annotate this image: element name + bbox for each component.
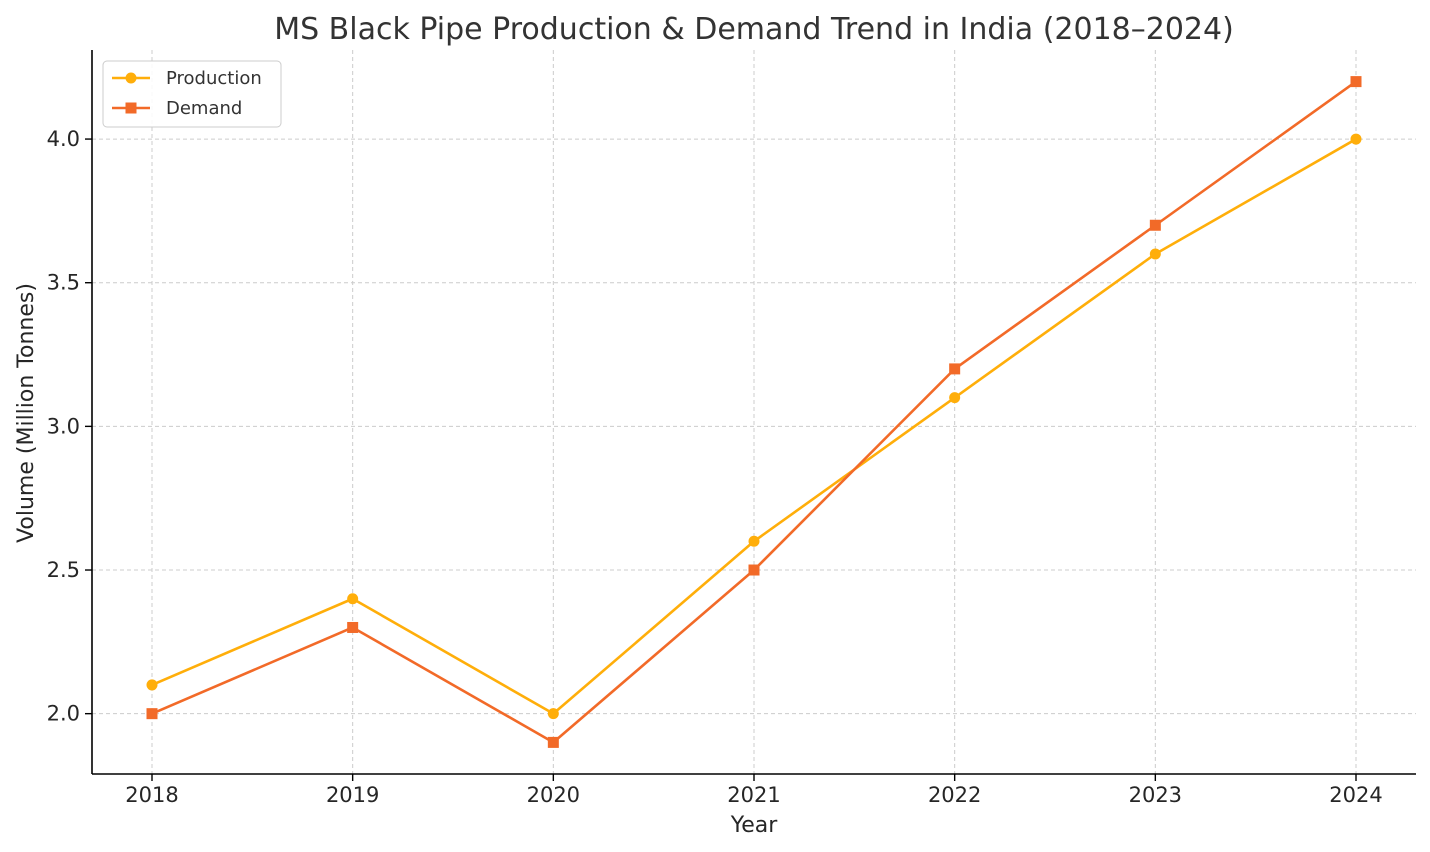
x-tick-label: 2022 xyxy=(928,783,981,807)
y-tick-label: 4.0 xyxy=(47,127,80,151)
legend-item-production: Production xyxy=(112,68,262,89)
y-tick-label: 2.0 xyxy=(47,702,80,726)
x-tick-label: 2021 xyxy=(727,783,780,807)
data-point-demand xyxy=(1350,76,1362,88)
series-demand xyxy=(146,76,1362,748)
chart-title: MS Black Pipe Production & Demand Trend … xyxy=(274,12,1234,47)
y-tick-label: 2.5 xyxy=(47,558,80,582)
series-line-demand xyxy=(151,80,1357,744)
legend: Production Demand xyxy=(102,60,282,128)
data-point-production xyxy=(1350,133,1362,145)
x-tick-label: 2019 xyxy=(326,783,379,807)
grid xyxy=(92,50,1416,774)
data-point-production xyxy=(748,535,760,547)
legend-label: Production xyxy=(166,68,262,89)
series xyxy=(146,76,1362,748)
data-point-demand xyxy=(547,736,559,748)
axes xyxy=(85,50,1416,781)
legend-marker xyxy=(125,72,137,84)
data-point-demand xyxy=(146,708,158,720)
data-point-production xyxy=(1149,248,1161,260)
data-point-production xyxy=(347,593,359,605)
legend-marker xyxy=(125,102,137,114)
data-point-demand xyxy=(748,564,760,576)
data-point-demand xyxy=(347,621,359,633)
x-tick-label: 2020 xyxy=(527,783,580,807)
x-tick-label: 2023 xyxy=(1129,783,1182,807)
y-tick-label: 3.5 xyxy=(47,271,80,295)
data-point-production xyxy=(949,392,961,404)
data-point-production xyxy=(146,679,158,691)
x-tick-label: 2024 xyxy=(1329,783,1382,807)
data-point-demand xyxy=(949,363,961,375)
x-axis-label: Year xyxy=(730,813,779,838)
data-point-production xyxy=(547,708,559,720)
data-point-demand xyxy=(1149,219,1161,231)
y-axis-label: Volume (Million Tonnes) xyxy=(14,283,39,543)
y-tick-label: 3.0 xyxy=(47,414,80,438)
series-production xyxy=(146,133,1362,720)
legend-label: Demand xyxy=(166,98,242,119)
tick-labels: 2018 2019 2020 2021 2022 2023 2024 2.0 2.5 3.0 3.5… xyxy=(47,127,1383,807)
legend-item-demand: Demand xyxy=(112,98,242,119)
x-tick-label: 2018 xyxy=(125,783,178,807)
